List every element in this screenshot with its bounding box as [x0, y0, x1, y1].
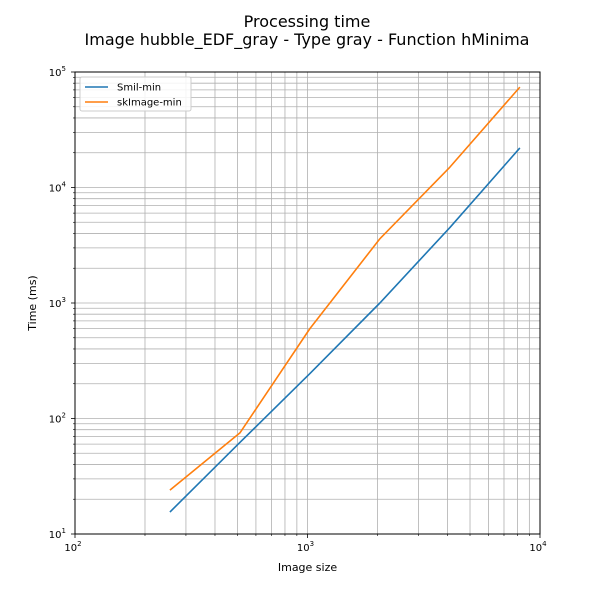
y-tick-label: 101 — [49, 527, 66, 541]
x-tick-label: 104 — [529, 540, 547, 554]
y-tick-label: 104 — [49, 181, 67, 195]
series-line-smil-min — [169, 147, 521, 513]
series-line-skimage-min — [169, 86, 521, 491]
series-lines — [169, 86, 521, 513]
y-axis-label: Time (ms) — [26, 275, 39, 331]
legend: Smil-min skImage-min — [79, 76, 192, 112]
y-tick-label: 103 — [49, 296, 66, 310]
x-tick-label: 102 — [64, 540, 81, 554]
legend-label-smil-min: Smil-min — [117, 83, 161, 94]
x-axis-label: Image size — [278, 561, 338, 574]
y-tick-label: 105 — [49, 65, 66, 79]
chart-subtitle: Image hubble_EDF_gray - Type gray - Func… — [85, 30, 530, 50]
grid — [74, 71, 541, 535]
chart-title: Processing time — [244, 12, 371, 31]
y-tick-label: 102 — [49, 412, 66, 426]
x-tick-label: 103 — [297, 540, 314, 554]
legend-label-skimage-min: skImage-min — [117, 98, 182, 109]
